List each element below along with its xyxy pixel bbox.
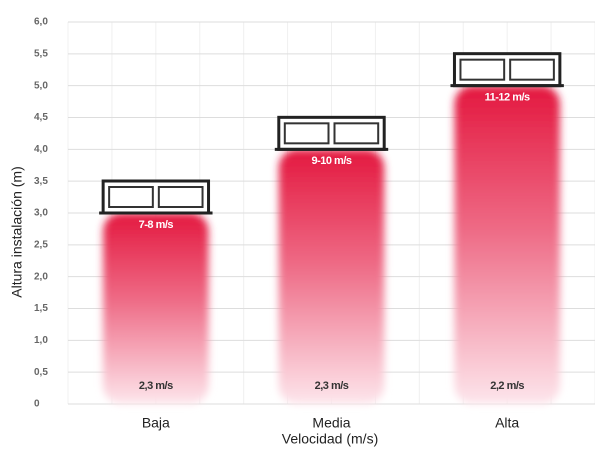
bottom-annotation: 2,3 m/s [139, 380, 173, 392]
unit-panel [459, 58, 506, 81]
top-annotation: 9-10 m/s [311, 155, 351, 167]
bar [278, 149, 385, 404]
y-tick-label: 3,0 [34, 208, 48, 219]
y-tick-label: 5,5 [34, 48, 48, 59]
unit-panel [108, 186, 154, 208]
unit-panel [283, 122, 330, 145]
y-tick-label: 4,0 [34, 144, 48, 155]
bottom-annotation: 2,2 m/s [490, 380, 524, 392]
unit-panel [157, 186, 204, 208]
y-tick-label: 2,5 [34, 239, 48, 250]
top-annotation: 7-8 m/s [139, 219, 174, 231]
y-tick-label: 4,5 [34, 112, 48, 123]
x-tick-label: Baja [142, 415, 170, 431]
bar [454, 85, 560, 405]
y-tick-label: 0,5 [34, 367, 48, 378]
y-tick-label: 1,0 [34, 335, 48, 346]
y-tick-label: 3,5 [34, 176, 48, 187]
x-tick-label: Alta [495, 415, 519, 431]
y-tick-label: 1,5 [34, 303, 48, 314]
top-annotation: 11-12 m/s [485, 92, 530, 104]
y-tick-label: 0 [34, 399, 40, 410]
y-tick-label: 2,0 [34, 271, 48, 282]
x-tick-label: Media [312, 415, 350, 431]
y-tick-label: 6,0 [34, 17, 48, 28]
bottom-annotation: 2,3 m/s [315, 380, 349, 392]
y-axis-title: Altura instalación (m) [9, 166, 25, 298]
y-tick-label: 5,0 [34, 80, 48, 91]
unit-panel [509, 58, 555, 81]
x-axis-title: Velocidad (m/s) [282, 431, 378, 447]
unit-panel [333, 122, 380, 145]
bar [103, 213, 209, 404]
